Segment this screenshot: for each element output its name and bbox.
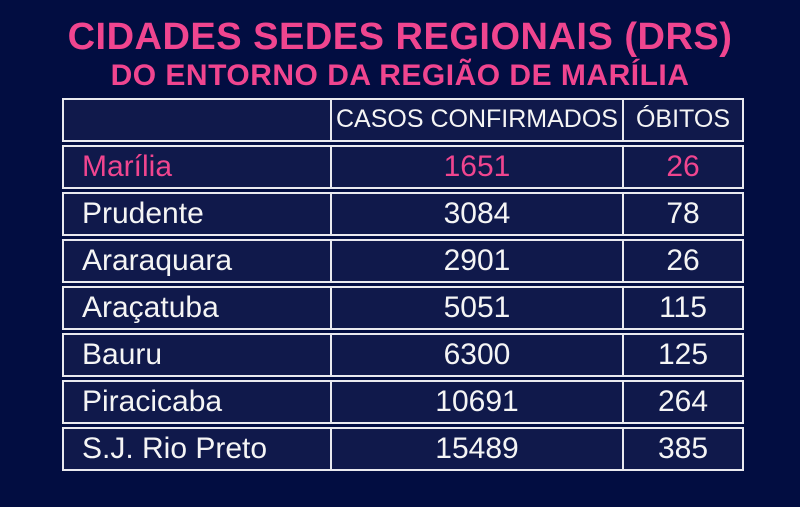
deaths-cell: 385 <box>657 431 709 465</box>
city-cell: Marília <box>64 146 332 187</box>
deaths-cell: 125 <box>657 337 709 371</box>
header-cases-cell: CASOS CONFIRMADOS <box>332 99 624 140</box>
deaths-cell: 264 <box>657 384 709 418</box>
city-cell: Araçatuba <box>64 287 332 328</box>
data-table: CASOS CONFIRMADOS ÓBITOS Marília 1651 26 Prud… <box>62 97 744 471</box>
cases-cell: 5051 <box>332 287 624 328</box>
header-city-cell <box>64 99 332 140</box>
city-cell: Piracicaba <box>64 381 332 422</box>
table-header-row: CASOS CONFIRMADOS ÓBITOS <box>62 97 744 142</box>
header-deaths-cell: ÓBITOS <box>635 105 730 134</box>
cases-cell: 2901 <box>332 240 624 281</box>
table-row: Bauru 6300 125 <box>62 332 744 377</box>
page-title: CIDADES SEDES REGIONAIS (DRS) <box>67 16 733 58</box>
deaths-cell: 115 <box>659 290 707 324</box>
deaths-cell: 26 <box>666 149 700 183</box>
cases-cell: 15489 <box>332 428 624 469</box>
table-row: Piracicaba 10691 264 <box>62 379 744 424</box>
table-row: Araraquara 2901 26 <box>62 238 744 283</box>
cases-cell: 3084 <box>332 193 624 234</box>
cases-cell: 1651 <box>332 146 624 187</box>
city-cell: Bauru <box>64 334 332 375</box>
cases-cell: 10691 <box>332 381 624 422</box>
cases-cell: 6300 <box>332 334 624 375</box>
city-cell: Araraquara <box>64 240 332 281</box>
page-subtitle: DO ENTORNO DA REGIÃO DE MARÍLIA <box>110 58 690 92</box>
table-row: Marília 1651 26 <box>62 144 744 189</box>
city-cell: Prudente <box>64 193 332 234</box>
city-cell: S.J. Rio Preto <box>64 428 332 469</box>
deaths-cell: 26 <box>666 243 700 277</box>
table-row: Araçatuba 5051 115 <box>62 285 744 330</box>
table-row: S.J. Rio Preto 15489 385 <box>62 426 744 471</box>
deaths-cell: 78 <box>666 196 700 230</box>
table-row: Prudente 3084 78 <box>62 191 744 236</box>
